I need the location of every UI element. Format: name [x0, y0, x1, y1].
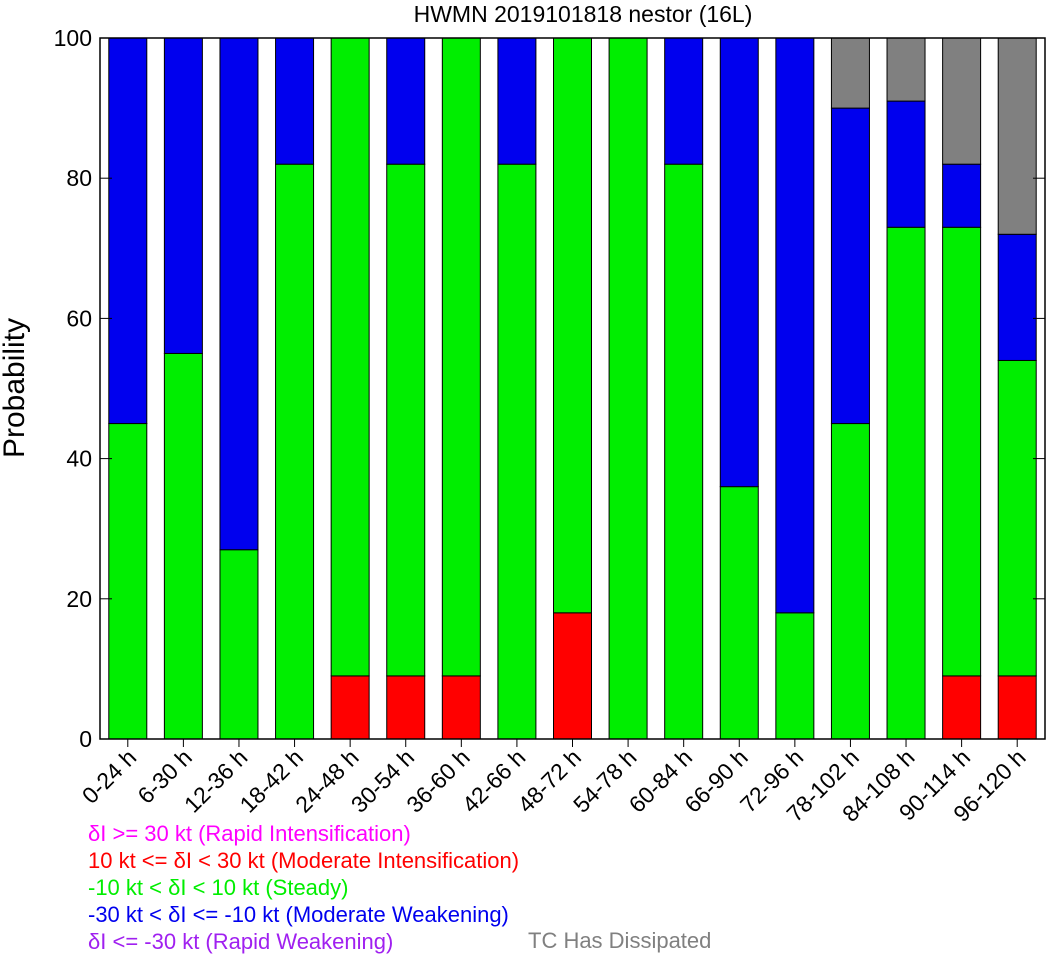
- legend-moderate-intensification: 10 kt <= δI < 30 kt (Moderate Intensific…: [88, 848, 520, 873]
- bar-segment: [664, 37, 704, 165]
- y-tick-label: 0: [79, 726, 92, 752]
- bar-segment: [386, 163, 426, 677]
- axes-group: 0 20 40 60 80 100: [54, 25, 1046, 752]
- legend-rapid-intensification: δI >= 30 kt (Rapid Intensification): [88, 821, 411, 846]
- bar-segment: [219, 549, 259, 740]
- bar-segment: [719, 37, 759, 488]
- bar-segment: [163, 352, 203, 740]
- bar-segment: [664, 163, 704, 740]
- bar-segment: [441, 37, 481, 677]
- bar-segment: [886, 100, 926, 228]
- bar-segment: [275, 163, 315, 740]
- bar-segment: [942, 675, 982, 740]
- legend-steady: -10 kt < δI < 10 kt (Steady): [88, 875, 349, 900]
- bar-segment: [108, 423, 148, 740]
- bar-segment: [386, 37, 426, 165]
- legend: δI >= 30 kt (Rapid Intensification) 10 k…: [88, 820, 519, 955]
- bar-segment: [219, 37, 259, 551]
- legend-moderate-weakening: -30 kt < δI <= -10 kt (Moderate Weakenin…: [88, 902, 509, 927]
- y-tick-label: 100: [54, 25, 92, 51]
- y-axis-label: Probability: [0, 318, 31, 458]
- plot-frame: [99, 37, 1046, 740]
- y-tick-label: 40: [66, 446, 92, 472]
- legend-dissipated: TC Has Dissipated: [528, 928, 712, 953]
- bar-segment: [886, 226, 926, 740]
- bar-segment: [553, 37, 592, 614]
- bar-segment: [830, 107, 870, 425]
- bar-segment: [330, 675, 370, 740]
- bar-segment: [608, 37, 648, 740]
- bar-segment: [108, 37, 148, 425]
- bars-group: [108, 37, 1037, 740]
- bar-segment: [997, 359, 1037, 677]
- bar-segment: [775, 37, 815, 614]
- bar-segment: [441, 675, 481, 740]
- bar-segment: [997, 675, 1037, 740]
- x-tick-labels: 0-24 h6-30 h12-36 h18-42 h24-48 h30-54 h…: [77, 744, 1031, 827]
- x-tick-label: 0-24 h: [77, 744, 142, 809]
- bar-segment: [775, 612, 815, 740]
- bar-segment: [997, 37, 1037, 235]
- bar-segment: [386, 675, 426, 740]
- legend-rapid-weakening: δI <= -30 kt (Rapid Weakening): [88, 929, 394, 954]
- bar-segment: [886, 37, 926, 102]
- bar-segment: [275, 37, 315, 165]
- bar-segment: [997, 233, 1037, 361]
- bar-segment: [830, 37, 870, 109]
- bar-segment: [497, 163, 537, 740]
- y-tick-label: 60: [66, 305, 92, 331]
- bar-segment: [719, 486, 759, 740]
- bar-segment: [330, 37, 370, 677]
- chart-title: HWMN 2019101818 nestor (16L): [414, 1, 753, 27]
- bar-segment: [163, 37, 203, 354]
- bar-segment: [942, 163, 982, 228]
- bar-segment: [553, 612, 592, 740]
- bar-segment: [830, 423, 870, 740]
- y-tick-label: 20: [66, 586, 92, 612]
- bar-segment: [942, 226, 982, 677]
- y-tick-label: 80: [66, 165, 92, 191]
- bar-segment: [497, 37, 537, 165]
- bar-segment: [942, 37, 982, 165]
